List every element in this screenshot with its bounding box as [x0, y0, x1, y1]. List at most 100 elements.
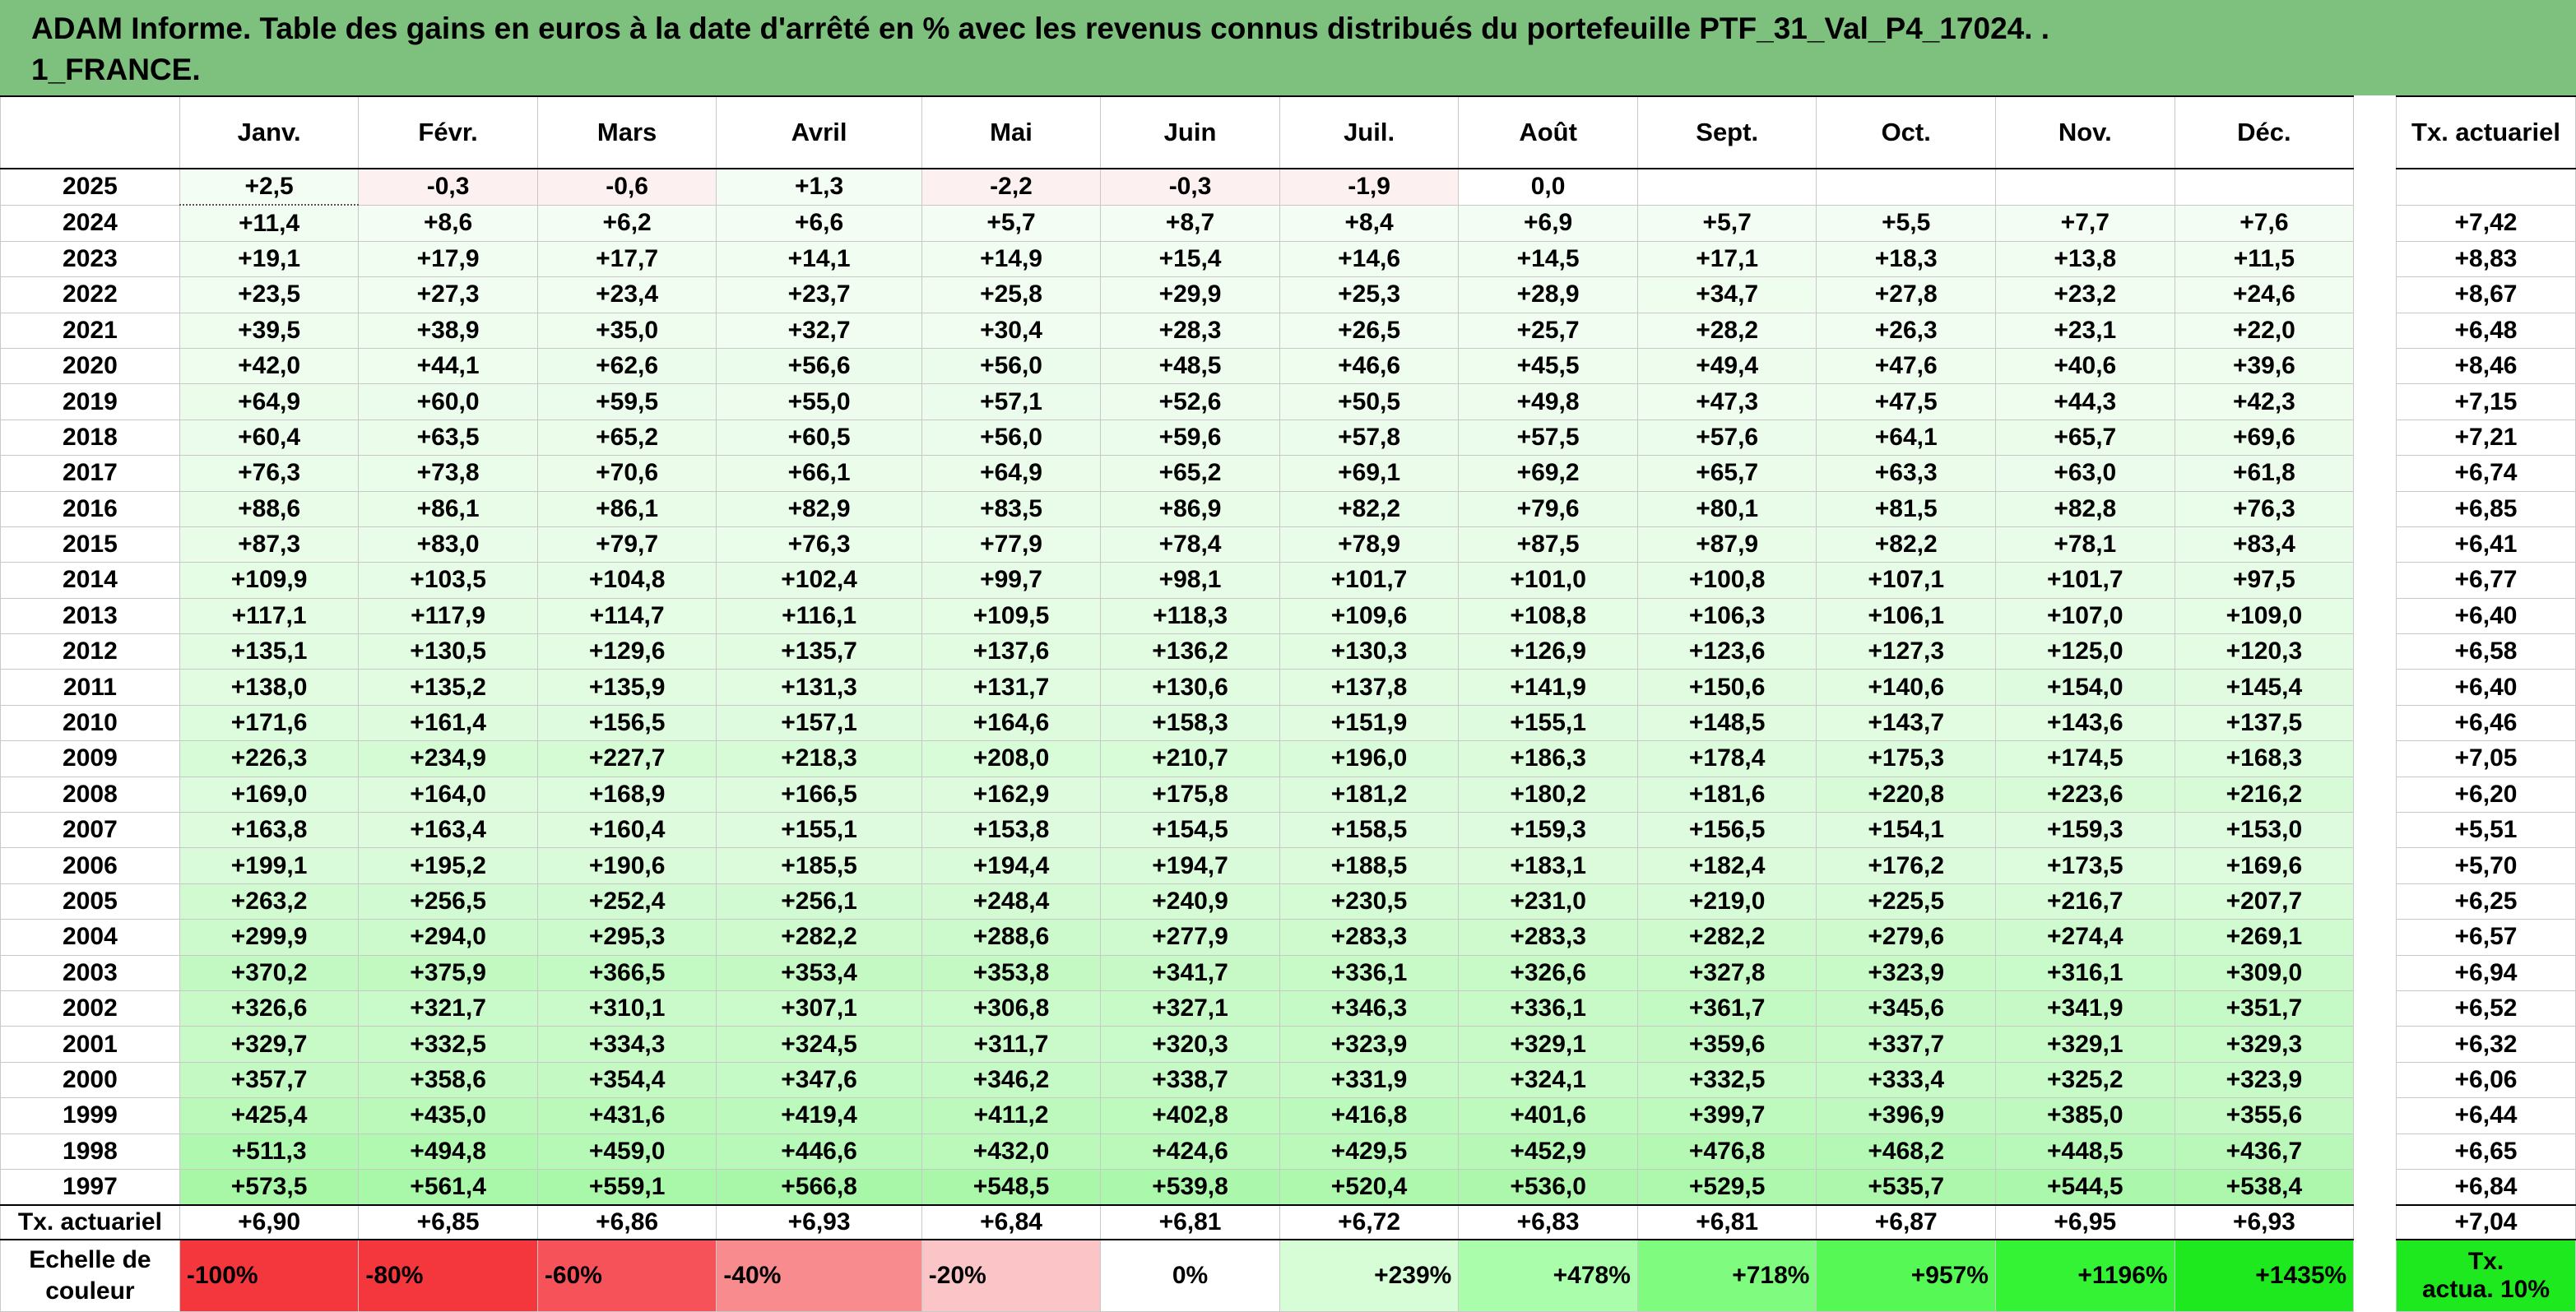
column-gap	[2353, 1169, 2397, 1206]
annual-rate-cell: +7,21	[2396, 419, 2576, 457]
year-row: 2018 +60,4 +63,5 +65,2 +60,5 +56,0 +59,6 +57,8 +…	[0, 419, 2576, 457]
tx-actuariel-cell: +6,72	[1279, 1204, 1460, 1241]
gain-cell: +326,6	[179, 990, 360, 1027]
gain-cell: +153,0	[2174, 812, 2355, 849]
color-scale-swatch: +957%	[1816, 1239, 1996, 1312]
gain-cell: +432,0	[921, 1133, 1102, 1170]
gain-cell: +227,7	[536, 740, 717, 777]
gain-cell: -0,3	[1100, 168, 1280, 206]
year-row: 2019 +64,9 +60,0 +59,5 +55,0 +57,1 +52,6 +50,5 +…	[0, 383, 2576, 420]
column-gap	[2353, 705, 2397, 741]
tx-actuariel-row: Tx. actuariel +6,90 +6,85 +6,86 +6,93 +6,84 +6…	[0, 1204, 2576, 1241]
gain-cell: +194,4	[921, 847, 1102, 884]
gain-cell: +6,2	[536, 204, 717, 242]
color-scale-swatch: +1435%	[2174, 1239, 2355, 1312]
gain-cell: +5,7	[921, 204, 1102, 242]
gain-cell: +331,9	[1279, 1061, 1460, 1099]
gain-cell: +163,8	[179, 812, 360, 849]
column-gap	[2353, 990, 2397, 1027]
gain-cell: +323,9	[1279, 1026, 1460, 1063]
gain-cell: +435,0	[358, 1097, 538, 1134]
gain-cell: +169,6	[2174, 847, 2355, 884]
gain-cell: +135,2	[358, 669, 538, 706]
gain-cell: +248,4	[921, 883, 1102, 920]
gain-cell: +385,0	[1994, 1097, 2175, 1134]
column-gap	[2353, 96, 2397, 169]
gain-cell: +78,9	[1279, 526, 1460, 563]
annual-rate-cell: +6,57	[2396, 919, 2576, 956]
tx-actuariel-overall: +7,04	[2396, 1204, 2576, 1241]
gain-cell: +185,5	[716, 847, 922, 884]
gain-cell: +282,2	[1636, 919, 1817, 956]
gain-cell: +448,5	[1994, 1133, 2175, 1170]
annual-rate-cell: +6,77	[2396, 562, 2576, 599]
gain-cell: +561,4	[358, 1168, 538, 1206]
gain-cell: +361,7	[1636, 990, 1817, 1027]
gain-cell: +47,3	[1636, 383, 1817, 420]
gain-cell: +279,6	[1816, 919, 1996, 956]
gain-cell: +539,8	[1100, 1168, 1280, 1206]
gain-cell: +79,6	[1458, 490, 1638, 527]
gain-cell: +429,5	[1279, 1133, 1460, 1170]
gain-cell: +87,3	[179, 526, 360, 563]
header-corner	[0, 95, 180, 169]
gain-cell: +188,5	[1279, 847, 1460, 884]
gain-cell: +399,7	[1636, 1097, 1817, 1134]
gain-cell: +28,9	[1458, 276, 1638, 313]
gain-cell: +27,8	[1816, 276, 1996, 313]
gain-cell: +101,7	[1994, 562, 2175, 599]
year-row: 2000 +357,7 +358,6 +354,4 +347,6 +346,2 +338,7…	[0, 1061, 2576, 1099]
gain-cell: +459,0	[536, 1133, 717, 1170]
year-row: 2017 +76,3 +73,8 +70,6 +66,1 +64,9 +65,2 +69,1 +…	[0, 455, 2576, 492]
gain-cell: +59,6	[1100, 419, 1280, 457]
gain-cell: +57,6	[1636, 419, 1817, 457]
gain-cell: +120,3	[2174, 633, 2355, 670]
gain-cell: +65,7	[1636, 455, 1817, 492]
gain-cell: +27,3	[358, 276, 538, 313]
gain-cell: +64,9	[921, 455, 1102, 492]
month-header: Févr.	[358, 95, 538, 169]
gain-cell: +57,8	[1279, 419, 1460, 457]
month-header: Nov.	[1994, 95, 2175, 169]
year-label: 2006	[0, 847, 180, 884]
gain-cell: +164,0	[358, 776, 538, 814]
gain-cell: +353,8	[921, 954, 1102, 991]
gain-cell: +155,1	[716, 812, 922, 849]
gain-cell: +169,0	[179, 776, 360, 814]
gain-cell: +123,6	[1636, 633, 1817, 670]
gain-cell: +14,9	[921, 240, 1102, 278]
gain-cell: +60,4	[179, 419, 360, 457]
year-row: 1999 +425,4 +435,0 +431,6 +419,4 +411,2 +402,8…	[0, 1097, 2576, 1134]
gain-cell: +52,6	[1100, 383, 1280, 420]
gain-cell: +158,3	[1100, 704, 1280, 742]
gain-cell: +22,0	[2174, 312, 2355, 349]
gain-cell: +175,3	[1816, 740, 1996, 777]
gain-cell: +135,7	[716, 633, 922, 670]
gain-cell: +425,4	[179, 1097, 360, 1134]
gain-cell: +536,0	[1458, 1168, 1638, 1206]
gain-cell: +109,6	[1279, 597, 1460, 635]
gain-cell: +323,9	[2174, 1061, 2355, 1099]
year-label: 2024	[0, 204, 180, 242]
gain-cell: +419,4	[716, 1097, 922, 1134]
gain-cell: +63,3	[1816, 455, 1996, 492]
gain-cell: +108,8	[1458, 597, 1638, 635]
gain-cell: +162,9	[921, 776, 1102, 814]
year-label: 2020	[0, 347, 180, 385]
gain-cell: +231,0	[1458, 883, 1638, 920]
gain-cell: +57,5	[1458, 419, 1638, 457]
gain-cell: +129,6	[536, 633, 717, 670]
gain-cell: +100,8	[1636, 562, 1817, 599]
gain-cell: +76,3	[716, 526, 922, 563]
gain-cell: +26,3	[1816, 312, 1996, 349]
gain-cell: +256,5	[358, 883, 538, 920]
column-gap	[2353, 955, 2397, 991]
gain-cell: +332,5	[358, 1026, 538, 1063]
gain-cell: +39,6	[2174, 347, 2355, 385]
gain-cell: +351,7	[2174, 990, 2355, 1027]
gain-cell: +337,7	[1816, 1026, 1996, 1063]
gain-cell: +166,5	[716, 776, 922, 814]
gain-cell: +60,5	[716, 419, 922, 457]
gain-cell: +357,7	[179, 1061, 360, 1099]
gain-cell: +163,4	[358, 812, 538, 849]
